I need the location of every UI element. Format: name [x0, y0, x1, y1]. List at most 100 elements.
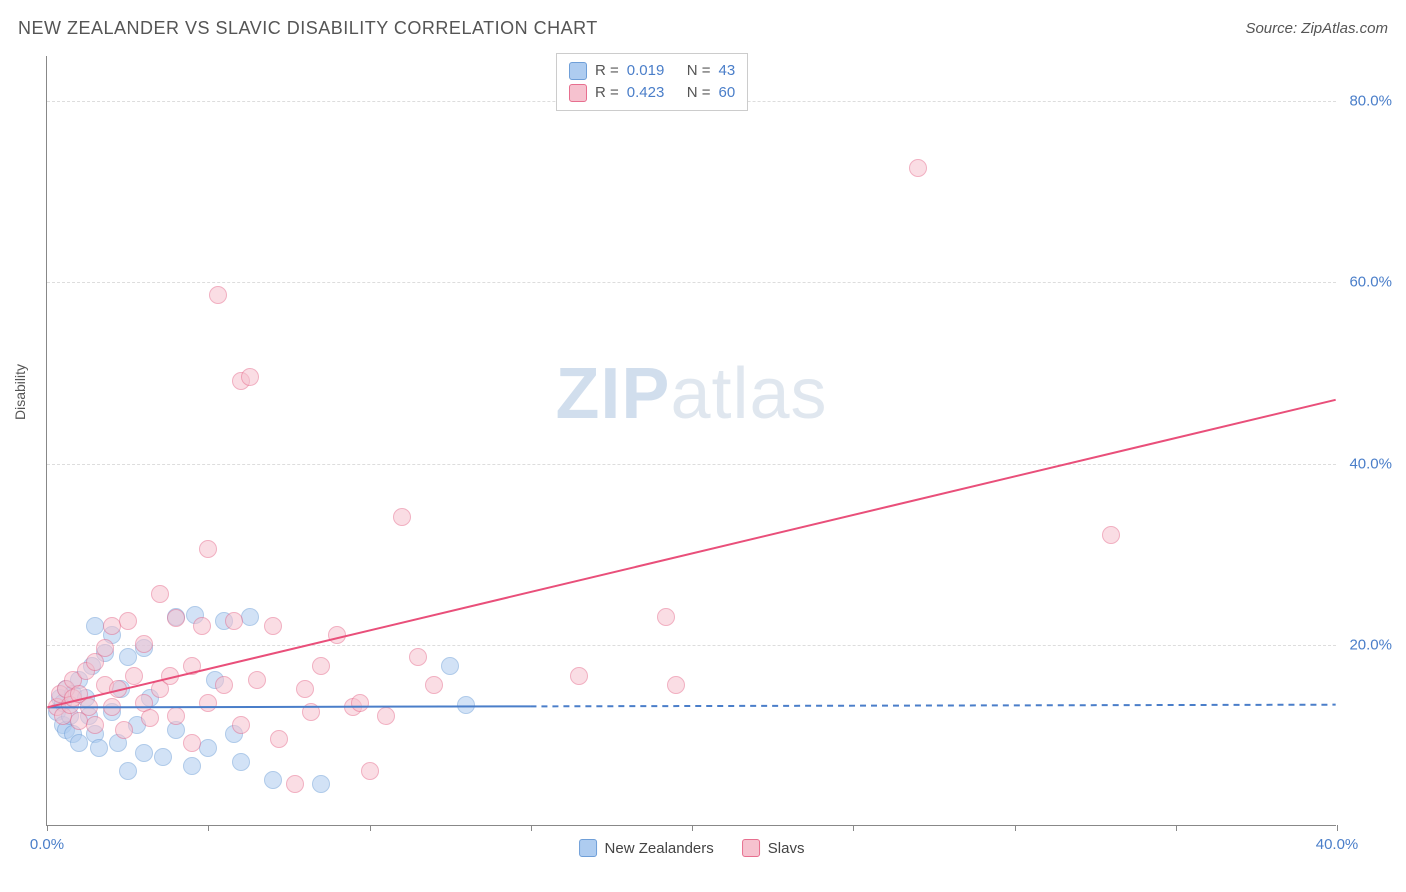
- data-point: [425, 676, 443, 694]
- data-point: [64, 685, 82, 703]
- source-label: Source: ZipAtlas.com: [1245, 20, 1388, 37]
- data-point: [77, 662, 95, 680]
- data-point: [328, 626, 346, 644]
- gridline-h: [47, 282, 1336, 283]
- data-point: [232, 372, 250, 390]
- data-point: [225, 612, 243, 630]
- data-point: [80, 698, 98, 716]
- trend-lines: [47, 56, 1336, 825]
- legend-item: Slavs: [742, 839, 805, 857]
- legend-label: New Zealanders: [605, 840, 714, 857]
- data-point: [167, 608, 185, 626]
- chart-title: NEW ZEALANDER VS SLAVIC DISABILITY CORRE…: [18, 18, 598, 38]
- data-point: [135, 694, 153, 712]
- gridline-h: [47, 464, 1336, 465]
- data-point: [441, 657, 459, 675]
- data-point: [241, 368, 259, 386]
- data-point: [125, 667, 143, 685]
- data-point: [167, 707, 185, 725]
- data-point: [70, 734, 88, 752]
- data-point: [103, 617, 121, 635]
- legend-n-value: 60: [719, 82, 736, 104]
- data-point: [119, 612, 137, 630]
- x-tick: [692, 825, 693, 831]
- legend-swatch: [569, 62, 587, 80]
- data-point: [209, 286, 227, 304]
- data-point: [457, 696, 475, 714]
- legend-n-label: N =: [687, 82, 711, 104]
- watermark-atlas: atlas: [670, 354, 827, 434]
- data-point: [141, 689, 159, 707]
- data-point: [77, 689, 95, 707]
- legend-item: New Zealanders: [579, 839, 714, 857]
- data-point: [135, 744, 153, 762]
- data-point: [206, 671, 224, 689]
- watermark-zip: ZIP: [555, 354, 670, 434]
- data-point: [54, 716, 72, 734]
- data-point: [167, 609, 185, 627]
- data-point: [103, 626, 121, 644]
- data-point: [667, 676, 685, 694]
- data-point: [225, 725, 243, 743]
- data-point: [119, 648, 137, 666]
- legend-correlation: R =0.019N =43R =0.423N =60: [556, 53, 748, 111]
- x-tick: [208, 825, 209, 831]
- data-point: [103, 703, 121, 721]
- data-point: [119, 762, 137, 780]
- legend-r-value: 0.423: [627, 82, 679, 104]
- data-point: [183, 734, 201, 752]
- data-point: [135, 639, 153, 657]
- data-point: [270, 730, 288, 748]
- data-point: [64, 671, 82, 689]
- data-point: [54, 694, 72, 712]
- data-point: [161, 667, 179, 685]
- x-tick: [1337, 825, 1338, 831]
- data-point: [286, 775, 304, 793]
- data-point: [151, 680, 169, 698]
- y-tick-label: 80.0%: [1342, 93, 1392, 110]
- data-point: [48, 698, 66, 716]
- data-point: [57, 680, 75, 698]
- data-point: [103, 698, 121, 716]
- y-axis-label: Disability: [12, 364, 28, 420]
- data-point: [312, 775, 330, 793]
- data-point: [199, 739, 217, 757]
- data-point: [193, 617, 211, 635]
- data-point: [199, 540, 217, 558]
- watermark: ZIPatlas: [555, 353, 827, 435]
- data-point: [570, 667, 588, 685]
- data-point: [51, 685, 69, 703]
- data-point: [64, 689, 82, 707]
- data-point: [393, 508, 411, 526]
- data-point: [57, 680, 75, 698]
- data-point: [154, 748, 172, 766]
- data-point: [51, 689, 69, 707]
- data-point: [64, 725, 82, 743]
- data-point: [264, 617, 282, 635]
- data-point: [109, 734, 127, 752]
- data-point: [312, 657, 330, 675]
- x-tick: [853, 825, 854, 831]
- legend-r-label: R =: [595, 60, 619, 82]
- data-point: [215, 676, 233, 694]
- data-point: [70, 671, 88, 689]
- legend-row: R =0.423N =60: [569, 82, 735, 104]
- data-point: [96, 644, 114, 662]
- data-point: [61, 696, 79, 714]
- legend-n-value: 43: [719, 60, 736, 82]
- data-point: [241, 608, 259, 626]
- data-point: [96, 639, 114, 657]
- data-point: [86, 725, 104, 743]
- data-point: [215, 612, 233, 630]
- data-point: [167, 721, 185, 739]
- data-point: [151, 585, 169, 603]
- data-point: [232, 716, 250, 734]
- y-tick-label: 60.0%: [1342, 274, 1392, 291]
- data-point: [112, 680, 130, 698]
- data-point: [183, 657, 201, 675]
- data-point: [409, 648, 427, 666]
- x-tick: [47, 825, 48, 831]
- data-point: [90, 739, 108, 757]
- data-point: [248, 671, 266, 689]
- data-point: [80, 707, 98, 725]
